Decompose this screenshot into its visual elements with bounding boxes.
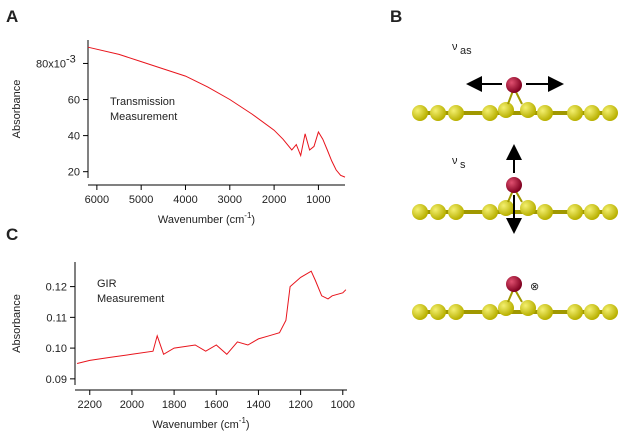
x-tick-label: 1800	[162, 399, 186, 411]
y-tick-label: 60	[68, 95, 80, 107]
mode-symbol: ⊗	[530, 281, 539, 293]
y-axis-label: Absorbance	[11, 294, 23, 353]
x-tick-label: 5000	[129, 194, 153, 206]
x-tick-label: 2200	[78, 399, 102, 411]
y-tick-exponent: -3	[66, 53, 76, 65]
y-axis-label: Absorbance	[11, 80, 23, 139]
x-axis-label-part: -1	[239, 416, 247, 425]
y-tick-label: 40	[68, 131, 80, 143]
x-tick-label: 1200	[288, 399, 312, 411]
x-axis-label: Wavenumber (cm-1)	[158, 211, 255, 226]
y-tick-label: 0.11	[46, 312, 67, 324]
panel-label: B	[390, 7, 402, 26]
x-tick-label: 2000	[120, 399, 144, 411]
x-axis-label: Wavenumber (cm-1)	[152, 416, 249, 431]
y-tick-label: 0.09	[46, 374, 67, 386]
x-axis-label-part: )	[251, 214, 255, 226]
mode-subscript: s	[460, 159, 466, 171]
data-line	[76, 270, 347, 364]
y-tick-label: 0.12	[46, 282, 67, 294]
x-tick-label: 4000	[173, 194, 197, 206]
x-axis-label-part: Wavenumber (cm	[152, 419, 238, 431]
y-tick-label: 80x10	[36, 58, 66, 70]
annotation: Measurement	[97, 293, 164, 305]
molecule	[412, 276, 618, 320]
x-tick-label: 2000	[262, 194, 286, 206]
mode-symbol: ν	[452, 155, 458, 167]
panel-label: C	[6, 225, 18, 244]
x-tick-label: 3000	[218, 194, 242, 206]
x-tick-label: 1000	[331, 399, 355, 411]
x-axis-label-part: -1	[244, 211, 252, 220]
panel-label: A	[6, 7, 18, 26]
x-tick-label: 1400	[246, 399, 270, 411]
annotation: Measurement	[110, 111, 177, 123]
mode-symbol: ν	[452, 41, 458, 53]
x-tick-label: 1000	[306, 194, 330, 206]
mode-subscript: as	[460, 45, 472, 57]
molecule	[412, 76, 618, 121]
data-line	[87, 46, 346, 178]
annotation: GIR	[97, 278, 117, 290]
diagram: ν as ν s ⊗	[412, 41, 618, 320]
x-axis-label-part: )	[246, 419, 250, 431]
x-tick-label: 1600	[204, 399, 228, 411]
y-tick-label: 20	[68, 167, 80, 179]
molecule	[412, 144, 618, 234]
x-tick-label: 6000	[85, 194, 109, 206]
x-axis-label-part: Wavenumber (cm	[158, 214, 244, 226]
annotation: Transmission	[110, 96, 175, 108]
y-tick-label: 0.10	[46, 343, 67, 355]
